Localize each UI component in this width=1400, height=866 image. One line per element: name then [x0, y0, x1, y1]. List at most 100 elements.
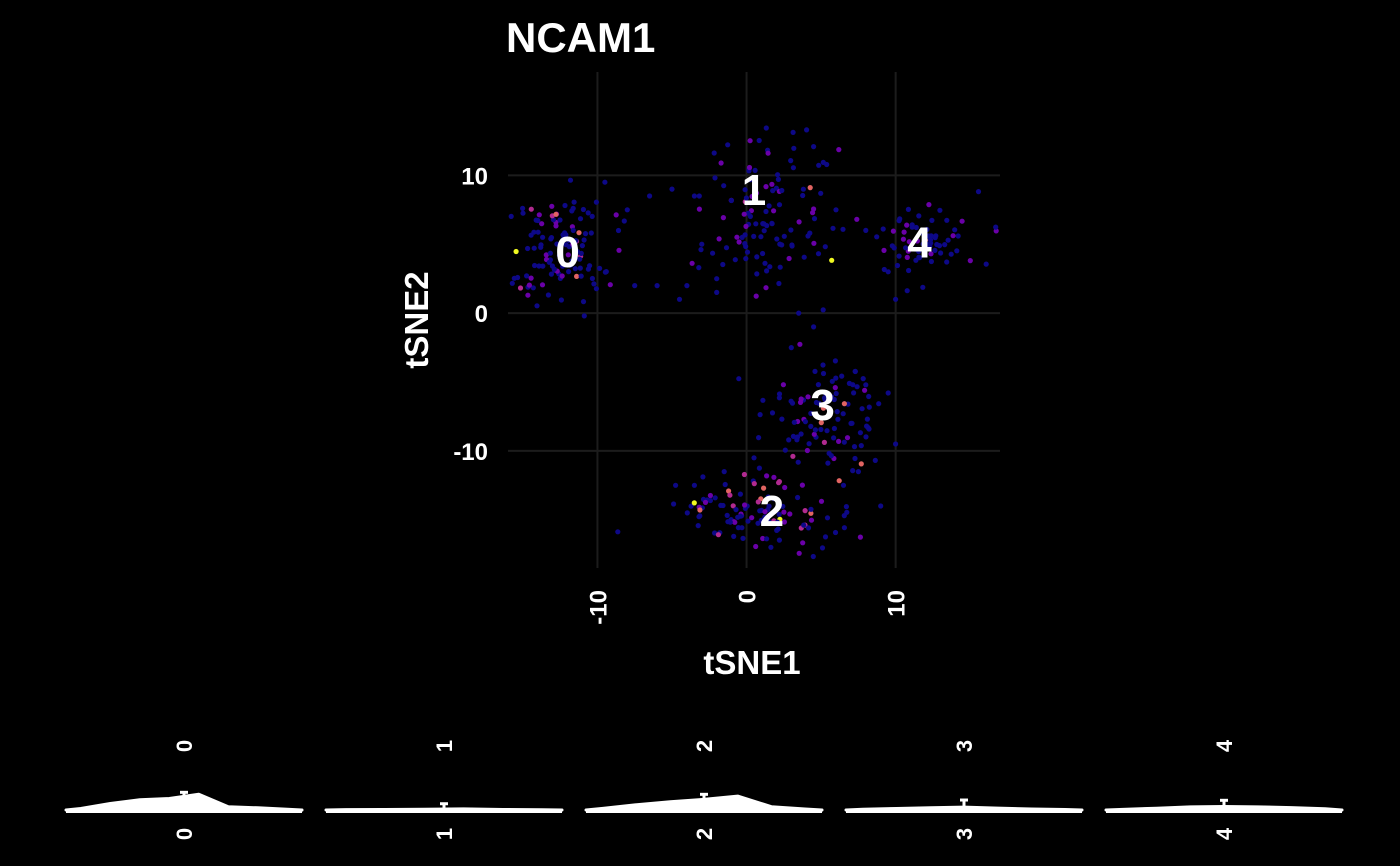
point-469	[922, 237, 929, 243]
point-379	[812, 368, 818, 374]
x-tick-label-2: 10	[884, 590, 911, 617]
point-191	[764, 223, 770, 229]
point-49	[581, 237, 587, 243]
point-45	[566, 237, 572, 244]
point-34	[539, 282, 546, 288]
point-100	[525, 292, 531, 298]
point-313	[696, 514, 702, 520]
point-350	[831, 425, 838, 432]
point-183	[760, 250, 766, 257]
point-414	[852, 455, 858, 462]
point-264	[832, 529, 839, 536]
point-176	[829, 257, 835, 263]
point-187	[836, 147, 842, 153]
point-232	[787, 511, 793, 517]
point-483	[944, 259, 950, 265]
point-458	[955, 233, 961, 239]
point-465	[967, 258, 973, 264]
point-333	[808, 506, 814, 512]
point-373	[791, 419, 797, 425]
point-319	[771, 496, 777, 502]
point-233	[688, 503, 694, 509]
point-292	[707, 497, 714, 504]
point-85	[565, 252, 571, 258]
point-10	[588, 230, 594, 236]
point-385	[782, 447, 788, 453]
violin-top-label-4: 4	[1212, 739, 1237, 752]
point-53	[539, 221, 545, 227]
scatter-points	[508, 125, 999, 560]
point-90	[528, 232, 534, 238]
point-194	[716, 236, 722, 242]
point-203	[771, 208, 777, 214]
point-494	[993, 228, 999, 234]
point-73	[615, 227, 622, 234]
point-220	[796, 219, 802, 225]
point-139	[720, 215, 727, 221]
point-61	[567, 177, 574, 183]
point-217	[743, 256, 749, 262]
point-22	[577, 216, 584, 222]
point-159	[747, 200, 754, 206]
point-58	[569, 258, 575, 264]
point-228	[765, 150, 771, 156]
point-534	[878, 503, 884, 509]
point-18	[560, 236, 566, 243]
point-324	[765, 494, 771, 500]
point-310	[731, 533, 737, 540]
point-106	[556, 253, 563, 259]
point-225	[774, 236, 780, 242]
point-419	[797, 399, 804, 405]
point-397	[798, 431, 804, 437]
point-169	[811, 216, 818, 222]
point-218	[766, 203, 772, 209]
point-377	[786, 437, 792, 443]
point-454	[916, 213, 922, 219]
point-416	[808, 410, 814, 416]
point-215	[822, 244, 828, 250]
point-33	[540, 234, 546, 240]
point-359	[815, 382, 822, 388]
point-286	[776, 479, 783, 485]
violin-top-label-3: 3	[952, 740, 977, 752]
point-285	[755, 499, 761, 505]
point-364	[818, 426, 824, 433]
point-155	[790, 129, 796, 135]
point-67	[593, 199, 600, 205]
point-172	[775, 176, 782, 182]
point-44	[550, 217, 557, 223]
point-66	[577, 256, 583, 262]
point-405	[831, 435, 837, 441]
point-226	[830, 225, 836, 231]
point-65	[559, 273, 565, 279]
point-315	[781, 509, 787, 515]
point-76	[570, 241, 576, 247]
point-509	[922, 244, 928, 250]
point-486	[927, 237, 934, 243]
point-507	[917, 255, 923, 261]
point-403	[863, 434, 869, 440]
point-173	[776, 202, 783, 208]
point-378	[822, 397, 828, 403]
point-394	[839, 373, 845, 379]
point-132	[756, 137, 762, 144]
point-101	[547, 250, 554, 256]
point-490	[975, 189, 982, 195]
point-529	[885, 390, 891, 396]
point-476	[904, 222, 910, 228]
point-234	[805, 525, 812, 531]
point-532	[840, 482, 847, 488]
point-393	[828, 453, 834, 459]
point-326	[782, 484, 788, 491]
point-537	[751, 455, 757, 461]
point-422	[822, 390, 828, 396]
point-124	[734, 234, 740, 240]
point-492	[938, 250, 944, 256]
y-axis-title: tSNE2	[398, 271, 435, 368]
point-216	[743, 223, 749, 229]
point-104	[560, 263, 566, 269]
point-456	[948, 251, 954, 257]
point-502	[932, 247, 938, 253]
point-28	[585, 210, 591, 216]
point-157	[747, 138, 753, 144]
